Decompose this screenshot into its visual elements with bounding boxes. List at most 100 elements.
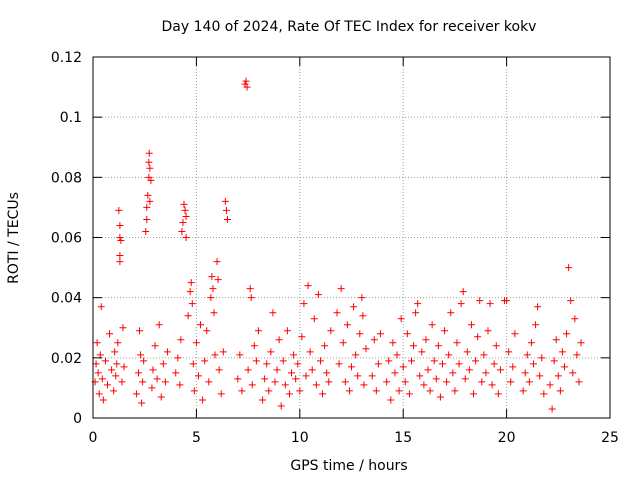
data-point: [189, 360, 197, 368]
data-point: [441, 327, 449, 335]
data-point: [116, 221, 124, 229]
data-point: [534, 303, 542, 311]
data-points: [91, 77, 585, 413]
data-point: [244, 366, 252, 374]
data-point: [470, 390, 478, 398]
data-point: [428, 321, 436, 329]
data-point: [246, 285, 254, 293]
data-point: [103, 381, 111, 389]
data-point: [527, 339, 535, 347]
data-point: [403, 330, 411, 338]
data-point: [178, 227, 186, 235]
x-tick-label: 5: [192, 430, 201, 446]
y-tick-label: 0: [73, 411, 82, 427]
data-point: [523, 351, 531, 359]
data-point: [271, 378, 279, 386]
data-point: [174, 354, 182, 362]
data-point: [372, 387, 380, 395]
data-point: [414, 300, 422, 308]
data-point: [432, 375, 440, 383]
data-point: [211, 351, 219, 359]
data-point: [201, 357, 209, 365]
data-point: [575, 378, 583, 386]
data-point: [197, 321, 205, 329]
data-point: [362, 345, 370, 353]
data-point: [529, 360, 537, 368]
data-point: [567, 297, 575, 305]
data-point: [221, 197, 229, 205]
data-point: [243, 83, 251, 91]
data-point: [98, 375, 106, 383]
data-point: [445, 351, 453, 359]
x-tick-label: 20: [498, 430, 516, 446]
data-point: [337, 285, 345, 293]
data-point: [188, 300, 196, 308]
data-point: [314, 291, 322, 299]
data-point: [99, 396, 107, 404]
data-point: [203, 327, 211, 335]
data-point: [205, 378, 213, 386]
data-point: [285, 390, 293, 398]
data-point: [186, 288, 194, 296]
data-point: [478, 378, 486, 386]
data-point: [358, 294, 366, 302]
data-point: [521, 369, 529, 377]
data-point: [294, 360, 302, 368]
data-point: [106, 330, 114, 338]
data-point: [503, 297, 511, 305]
data-point: [112, 372, 120, 380]
data-point: [418, 348, 426, 356]
data-point: [474, 333, 482, 341]
x-tick-label: 15: [394, 430, 412, 446]
data-point: [412, 309, 420, 317]
data-point: [283, 327, 291, 335]
data-point: [426, 387, 434, 395]
data-point: [213, 258, 221, 266]
data-point: [430, 357, 438, 365]
data-point: [300, 300, 308, 308]
data-point: [507, 378, 515, 386]
data-point: [298, 333, 306, 341]
data-point: [354, 372, 362, 380]
data-point: [177, 336, 185, 344]
data-point: [565, 264, 573, 272]
data-point: [214, 276, 222, 284]
data-point: [333, 309, 341, 317]
data-point: [157, 393, 165, 401]
data-point: [538, 354, 546, 362]
data-point: [455, 360, 463, 368]
data-point: [236, 351, 244, 359]
data-point: [345, 387, 353, 395]
data-point: [302, 372, 310, 380]
data-point: [457, 300, 465, 308]
data-point: [159, 360, 167, 368]
data-point: [573, 351, 581, 359]
data-point: [348, 363, 355, 371]
data-point: [192, 339, 200, 347]
data-point: [144, 191, 152, 199]
data-point: [571, 315, 579, 323]
data-point: [312, 381, 320, 389]
data-point: [436, 393, 444, 401]
data-point: [172, 369, 180, 377]
data-point: [194, 372, 202, 380]
data-point: [116, 258, 124, 266]
data-point: [288, 369, 296, 377]
data-point: [453, 339, 461, 347]
data-point: [463, 348, 471, 356]
data-point: [443, 378, 451, 386]
data-point: [147, 176, 155, 184]
data-point: [505, 348, 513, 356]
data-point: [222, 206, 230, 214]
data-point: [209, 285, 217, 293]
data-point: [116, 234, 124, 241]
data-point: [252, 357, 260, 365]
data-point: [563, 330, 571, 338]
data-point: [184, 312, 192, 320]
data-point: [327, 327, 335, 335]
data-point: [385, 357, 393, 365]
data-point: [132, 390, 140, 398]
data-point: [486, 300, 494, 308]
